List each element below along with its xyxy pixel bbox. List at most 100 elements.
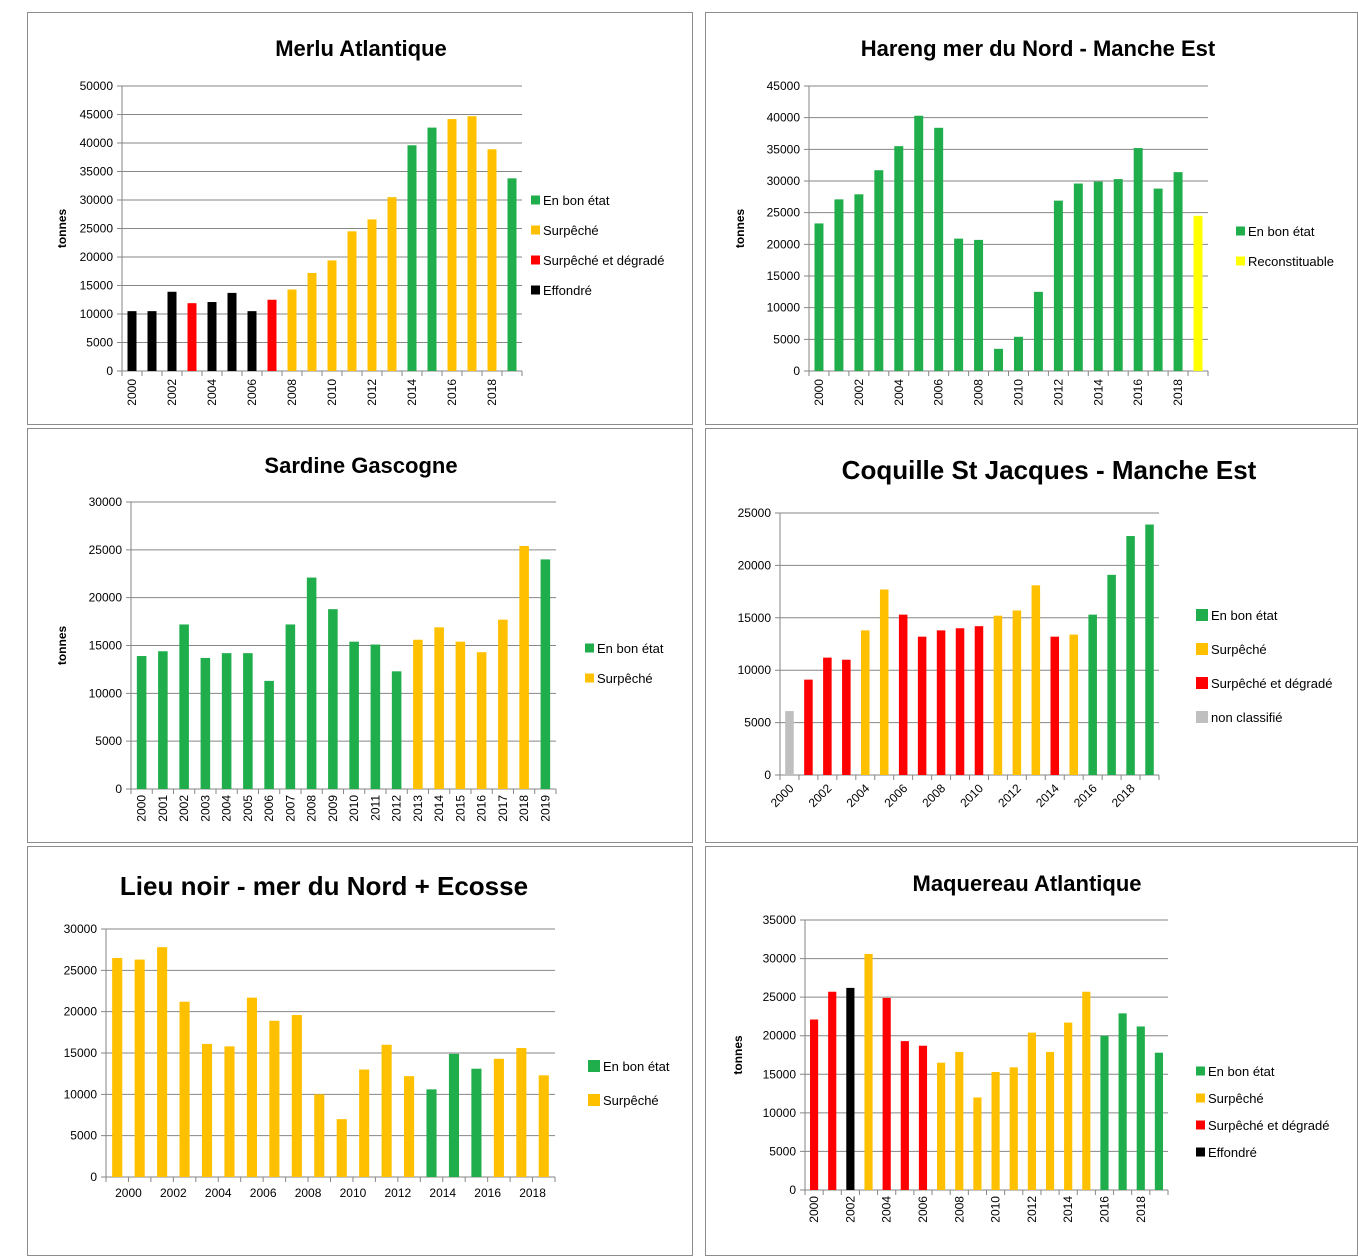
c4-ytick-label: 0	[90, 1170, 97, 1184]
c0-xtick-label: 2014	[405, 379, 419, 406]
c5-xtick-label: 2000	[807, 1196, 821, 1223]
c1-legend-swatch	[1236, 226, 1245, 236]
c1-bar-2010	[1013, 336, 1023, 371]
c0-bar-2001	[147, 311, 157, 371]
c0-legend-label: Surpêché	[543, 223, 599, 238]
c0-xtick-label: 2006	[245, 379, 259, 406]
c0-xtick-label: 2004	[205, 379, 219, 406]
c1-bar-2011	[1033, 291, 1043, 371]
c0-xtick-label: 2002	[165, 379, 179, 406]
c4-ytick-label: 5000	[70, 1129, 97, 1143]
c3-title: Coquille St Jacques - Manche Est	[842, 455, 1257, 485]
c4-xtick-label: 2000	[115, 1186, 142, 1200]
c3-xtick-label: 2002	[806, 781, 835, 810]
c0-xtick-label: 2018	[485, 379, 499, 406]
c0-bar-2003	[187, 303, 197, 371]
c1-ytick-label: 40000	[767, 111, 801, 125]
c2-xtick-label: 2019	[538, 795, 552, 822]
c0-bar-2002	[167, 291, 177, 371]
chart-panel-hareng: Hareng mer du Nord - Manche Est 0 5000 1000…	[705, 12, 1358, 425]
chart-panel-merlu: Merlu Atlantique 0 5000 10000 15000 20000 2500…	[27, 12, 693, 425]
c5-bar-2001	[828, 991, 837, 1190]
c2-xtick-label: 2001	[156, 795, 170, 822]
c4-bar-2006	[246, 997, 257, 1177]
c5-legend-label: Surpêché et dégradé	[1208, 1118, 1329, 1133]
c0-ytick-label: 40000	[80, 136, 114, 150]
c1-ytick-label: 45000	[767, 79, 801, 93]
c5-bar-2002	[846, 987, 855, 1190]
c1-ytick-label: 0	[793, 364, 800, 378]
c5-bar-2005	[900, 1041, 909, 1190]
c4-ytick-label: 15000	[64, 1046, 98, 1060]
c3-bar-2009	[955, 628, 965, 775]
c3-bar-2006	[898, 614, 908, 775]
c3-ytick-label: 15000	[738, 611, 772, 625]
c4-bar-2003	[179, 1001, 190, 1177]
c0-xtick-label: 2010	[325, 379, 339, 406]
c3-ytick-label: 5000	[744, 716, 771, 730]
c4-xtick-label: 2018	[519, 1186, 546, 1200]
c5-xtick-label: 2008	[952, 1196, 966, 1223]
c0-ytick-label: 45000	[80, 108, 114, 122]
c0-xtick-label: 2012	[365, 379, 379, 406]
c2-xtick-label: 2000	[135, 795, 149, 822]
c1-legend-swatch	[1236, 256, 1245, 266]
c4-bar-2001	[134, 959, 145, 1177]
c5-ytick-label: 10000	[763, 1106, 797, 1120]
c0-bar-2008	[287, 289, 297, 371]
c4-xtick-label: 2006	[250, 1186, 277, 1200]
c3-bar-2017	[1107, 574, 1116, 775]
c5-bar-2019	[1154, 1052, 1164, 1190]
c2-bar-2009	[328, 609, 338, 789]
c5-bar-2008	[955, 1051, 964, 1190]
c1-bar-2019	[1193, 215, 1203, 371]
c3-xtick-label: 2014	[1033, 781, 1062, 810]
c4-xtick-label: 2008	[295, 1186, 322, 1200]
chart-coquille-svg: Coquille St Jacques - Manche Est 0 5000 100…	[738, 455, 1333, 810]
c5-bar-2009	[973, 1097, 982, 1190]
chart-lieu-noir-svg: Lieu noir - mer du Nord + Ecosse 0 5000 100…	[64, 871, 670, 1200]
c5-bar-2007	[937, 1062, 946, 1190]
c5-title: Maquereau Atlantique	[913, 871, 1142, 896]
c4-ytick-label: 25000	[64, 963, 98, 977]
c0-ytick-label: 30000	[80, 193, 114, 207]
c0-legend-label: Surpêché et dégradé	[543, 253, 664, 268]
c2-legend-swatch	[585, 643, 594, 653]
c4-bar-2007	[269, 1020, 280, 1177]
c0-bar-2019	[507, 178, 517, 371]
c2-bar-2010	[349, 641, 359, 789]
c2-xtick-label: 2003	[198, 795, 212, 822]
chart-hareng-svg: Hareng mer du Nord - Manche Est 0 5000 1000…	[733, 36, 1334, 406]
c5-bar-2010	[991, 1071, 1000, 1190]
c0-bar-2013	[387, 197, 397, 371]
c1-ytick-label: 20000	[767, 237, 801, 251]
c3-ytick-label: 25000	[738, 506, 772, 520]
c5-bar-2000	[809, 1019, 819, 1190]
c1-xtick-label: 2004	[892, 379, 906, 406]
c0-bar-2010	[327, 260, 337, 371]
c3-bar-2019	[1145, 524, 1154, 775]
c4-bar-2011	[359, 1069, 370, 1177]
c1-bar-2004	[894, 146, 904, 371]
c5-ytick-label: 5000	[769, 1144, 796, 1158]
c0-bar-2011	[347, 231, 357, 371]
c2-xtick-label: 2007	[283, 795, 297, 822]
c3-bar-2007	[917, 636, 927, 775]
c3-legend-label: En bon état	[1211, 608, 1278, 623]
c5-ytick-label: 35000	[763, 913, 797, 927]
chart-panel-maquereau: Maquereau Atlantique 0 5000 10000 15000 20000…	[705, 846, 1358, 1256]
c3-ytick-label: 10000	[738, 663, 772, 677]
c0-bar-2012	[367, 219, 377, 371]
c0-bar-2018	[487, 149, 497, 371]
c1-bar-2009	[994, 348, 1004, 371]
c3-ytick-label: 20000	[738, 558, 772, 572]
c2-ytick-label: 20000	[89, 591, 123, 605]
c2-ytick-label: 25000	[89, 543, 123, 557]
c4-xtick-label: 2014	[429, 1186, 456, 1200]
c5-xtick-label: 2010	[989, 1196, 1003, 1223]
c5-bar-2011	[1009, 1067, 1018, 1190]
c2-xtick-label: 2011	[368, 795, 382, 821]
c5-xtick-label: 2018	[1134, 1196, 1148, 1223]
c3-bar-2000	[785, 711, 794, 775]
c5-bar-2014	[1064, 1022, 1073, 1190]
